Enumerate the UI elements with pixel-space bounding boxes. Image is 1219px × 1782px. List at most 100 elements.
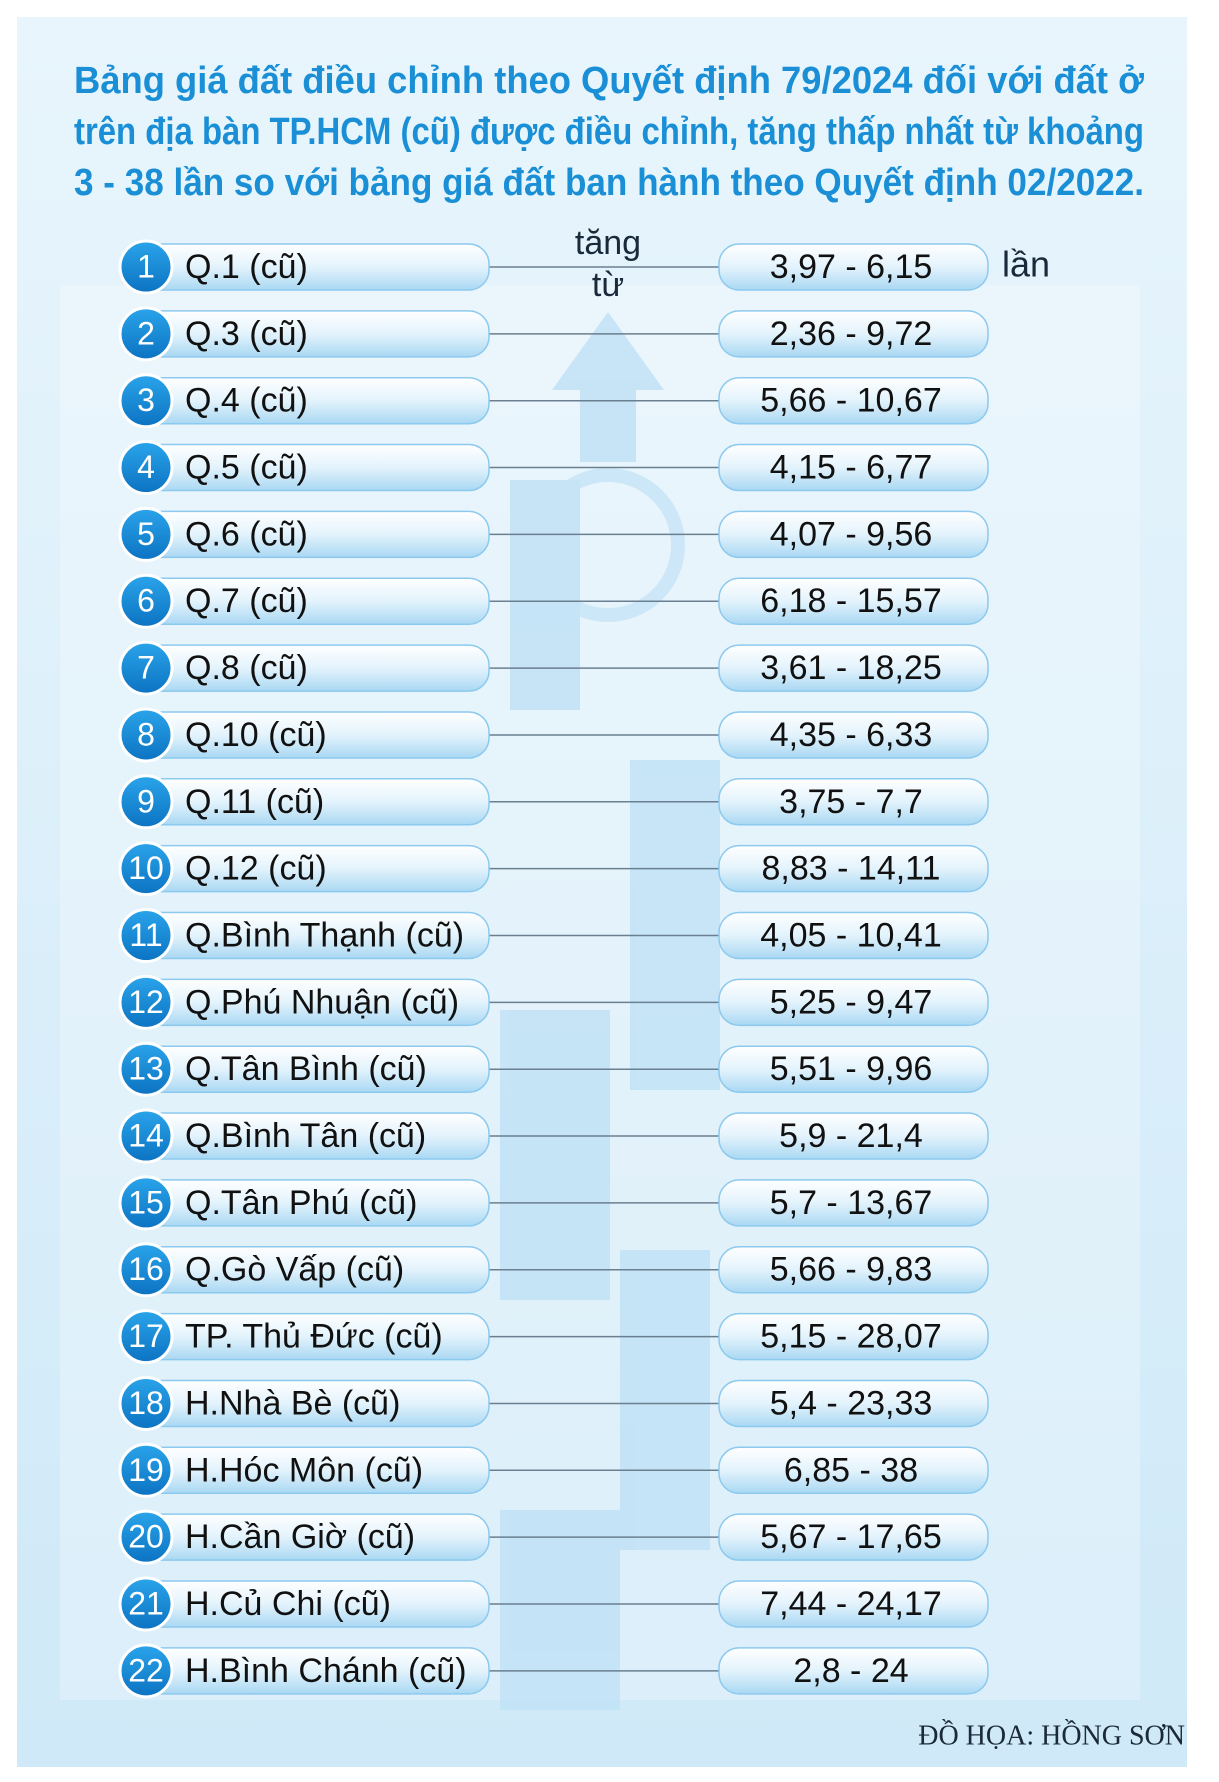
value-pill [718, 1580, 989, 1628]
decoration [500, 312, 720, 1710]
value-pill [718, 1312, 989, 1361]
increase-range: 6,85 - 38 [784, 1451, 918, 1489]
number-badge [118, 1442, 174, 1498]
value-pill [718, 1446, 989, 1495]
increase-range: 2,36 - 9,72 [770, 315, 933, 353]
name-pill [127, 310, 490, 358]
value-pill [718, 978, 989, 1027]
increase-range: 5,51 - 9,96 [770, 1050, 933, 1088]
district-name: Q.5 (cũ) [185, 449, 308, 487]
value-pill [718, 243, 989, 291]
increase-range: 8,83 - 14,11 [762, 850, 941, 888]
district-name: Q.1 (cũ) [185, 248, 308, 286]
row-number: 19 [128, 1452, 164, 1488]
increase-range: 5,66 - 10,67 [760, 382, 941, 420]
number-badge [118, 1242, 174, 1298]
district-name: H.Nhà Bè (cũ) [185, 1384, 400, 1422]
increase-range: 5,66 - 9,83 [770, 1251, 933, 1289]
value-pill [718, 711, 989, 759]
increase-range: 4,15 - 6,77 [770, 449, 933, 487]
number-badge [118, 841, 174, 897]
value-pill [718, 844, 989, 893]
number-badge [118, 1108, 174, 1164]
value-pill [718, 1647, 989, 1695]
title-line: 3 - 38 lần so với bảng giá đất ban hành … [74, 162, 1144, 204]
number-badge [118, 1175, 174, 1231]
value-pill [718, 577, 989, 625]
number-badge [118, 974, 174, 1030]
district-name: Q.8 (cũ) [185, 649, 308, 687]
increase-range: 5,15 - 28,07 [760, 1318, 941, 1356]
number-badge [118, 306, 174, 362]
increase-range: 3,97 - 6,15 [770, 248, 933, 286]
district-name: Q.Tân Phú (cũ) [185, 1184, 417, 1222]
district-name: Q.6 (cũ) [185, 515, 308, 553]
value-pill [718, 376, 989, 425]
district-name: TP. Thủ Đức (cũ) [185, 1318, 443, 1356]
value-pill [718, 443, 989, 492]
increase-range: 4,07 - 9,56 [770, 515, 933, 553]
row-number: 15 [128, 1184, 164, 1220]
row-number: 2 [137, 315, 155, 351]
name-pill [127, 376, 490, 425]
title-line: Bảng giá đất điều chỉnh theo Quyết định … [74, 60, 1145, 102]
number-badge [118, 1643, 174, 1699]
increase-range: 6,18 - 15,57 [760, 582, 941, 620]
district-name: Q.Bình Tân (cũ) [185, 1117, 426, 1155]
increase-range: 3,61 - 18,25 [760, 649, 941, 687]
increase-range: 4,35 - 6,33 [770, 716, 933, 754]
district-name: Q.Gò Vấp (cũ) [185, 1251, 404, 1289]
row-number: 16 [128, 1251, 164, 1287]
row-number: 18 [128, 1385, 164, 1421]
district-name: Q.Phú Nhuận (cũ) [185, 983, 459, 1021]
district-name: H.Bình Chánh (cũ) [185, 1652, 467, 1690]
value-pill [718, 1179, 989, 1227]
increase-range: 4,05 - 10,41 [760, 916, 941, 954]
row-number: 5 [137, 516, 155, 552]
district-name: Q.12 (cũ) [185, 850, 327, 888]
name-pill [127, 577, 490, 625]
row-number: 8 [137, 716, 155, 752]
row-number: 17 [128, 1318, 164, 1354]
row-number: 3 [137, 382, 155, 418]
increase-range: 3,75 - 7,7 [779, 783, 923, 821]
district-name: Q.Tân Bình (cũ) [185, 1050, 427, 1088]
value-pill [718, 778, 989, 826]
number-badge [118, 707, 174, 763]
number-badge [118, 1041, 174, 1097]
number-badge [118, 1509, 174, 1565]
unit-label: lần [1002, 244, 1050, 285]
number-badge [118, 774, 174, 830]
row-number: 21 [128, 1585, 164, 1621]
row-number: 13 [128, 1051, 164, 1087]
credit: ĐỒ HỌA: HỒNG SƠN [918, 1719, 1185, 1751]
increase-range: 2,8 - 24 [793, 1652, 908, 1690]
row-number: 12 [128, 984, 164, 1020]
district-name: H.Cần Giờ (cũ) [185, 1518, 415, 1556]
number-badge [118, 239, 174, 295]
increase-label: từ [592, 266, 624, 304]
number-badge [118, 440, 174, 496]
district-name: Q.3 (cũ) [185, 315, 308, 353]
number-badge [118, 1375, 174, 1431]
row-number: 4 [137, 449, 155, 485]
number-badge [118, 373, 174, 429]
row-number: 14 [128, 1118, 164, 1154]
value-pill [718, 310, 989, 358]
increase-label: tăng [575, 224, 641, 262]
name-pill [127, 243, 490, 291]
value-pill [718, 510, 989, 559]
district-name: Q.Bình Thạnh (cũ) [185, 916, 464, 954]
value-pill [718, 644, 989, 692]
increase-range: 5,25 - 9,47 [770, 983, 933, 1021]
district-name: Q.4 (cũ) [185, 382, 308, 420]
number-badge [118, 1309, 174, 1365]
number-badge [118, 908, 174, 963]
increase-range: 5,4 - 23,33 [770, 1384, 933, 1422]
value-pill [718, 1379, 989, 1428]
number-badge [118, 573, 174, 629]
value-pill [718, 1246, 989, 1294]
number-badge [118, 640, 174, 696]
title-line: trên địa bàn TP.HCM (cũ) được điều chỉnh… [74, 111, 1144, 153]
